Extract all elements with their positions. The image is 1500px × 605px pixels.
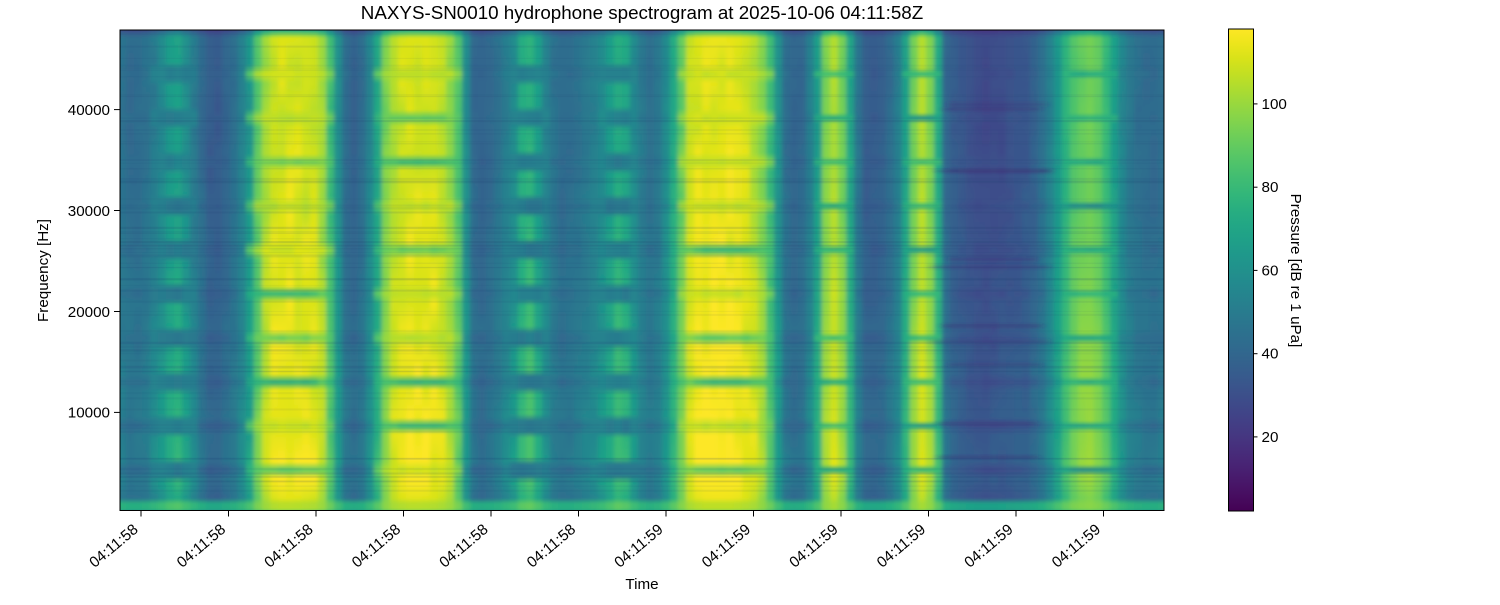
svg-text:60: 60 (1262, 262, 1279, 279)
svg-text:20: 20 (1262, 429, 1279, 446)
svg-text:40: 40 (1262, 346, 1279, 363)
svg-text:100: 100 (1262, 96, 1287, 113)
svg-text:20000: 20000 (68, 304, 110, 321)
svg-text:40000: 40000 (68, 102, 110, 119)
svg-text:80: 80 (1262, 179, 1279, 196)
svg-text:Pressure [dB re 1 uPa]: Pressure [dB re 1 uPa] (1287, 194, 1304, 348)
svg-text:Frequency [Hz]: Frequency [Hz] (35, 219, 52, 322)
svg-text:Time: Time (625, 576, 658, 593)
svg-text:NAXYS-SN0010 hydrophone spectr: NAXYS-SN0010 hydrophone spectrogram at 2… (361, 2, 923, 23)
svg-text:10000: 10000 (68, 405, 110, 422)
svg-text:30000: 30000 (68, 203, 110, 220)
